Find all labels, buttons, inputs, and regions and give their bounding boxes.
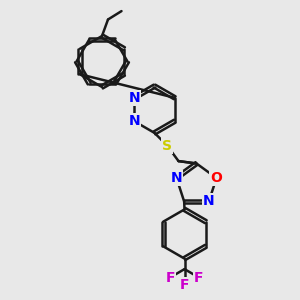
Text: S: S (162, 139, 172, 152)
Text: F: F (194, 271, 204, 284)
Text: N: N (128, 91, 140, 105)
Text: O: O (211, 171, 222, 185)
Text: F: F (165, 271, 175, 284)
Text: N: N (128, 114, 140, 128)
Text: N: N (203, 194, 215, 208)
Text: N: N (171, 171, 182, 185)
Text: F: F (180, 278, 189, 292)
